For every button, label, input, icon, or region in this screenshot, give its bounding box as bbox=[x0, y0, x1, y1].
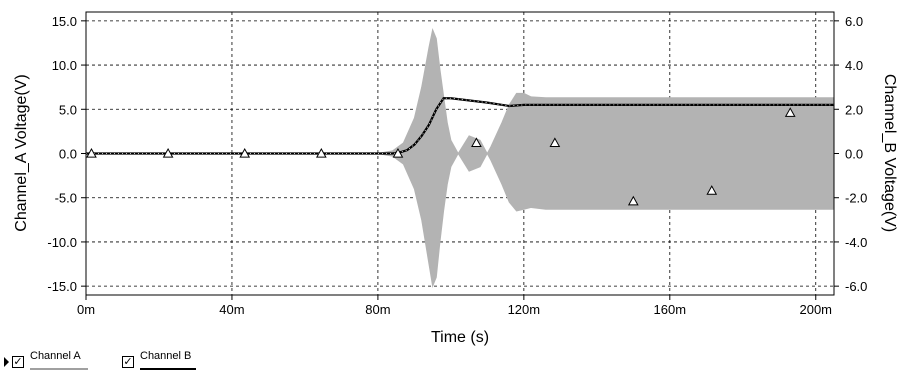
legend-label-channel-b: Channel B bbox=[140, 350, 192, 362]
channel-a-marker bbox=[549, 137, 561, 147]
y-axis-left: -15.0 -10.0 -5.0 0.0 5.0 10.0 15.0 bbox=[47, 14, 86, 294]
x-tick-label: 80m bbox=[365, 302, 390, 317]
legend: ✓ Channel A ✓ Channel B bbox=[4, 348, 304, 376]
legend-swatch-channel-a bbox=[30, 368, 88, 370]
y2-tick-label: -2.0 bbox=[845, 191, 867, 206]
y2-tick-label: 6.0 bbox=[845, 14, 863, 29]
y2-tick-label: 2.0 bbox=[845, 102, 863, 117]
legend-expand-handle[interactable] bbox=[4, 357, 9, 367]
y-tick-label: 15.0 bbox=[52, 14, 77, 29]
channel-a-marker bbox=[162, 147, 174, 158]
x-tick-label: 200m bbox=[799, 302, 832, 317]
x-axis-title: Time (s) bbox=[431, 329, 489, 346]
chart: 0m 40m 80m 120m 160m 200m -15.0 -10.0 -5.0 0.0 5.… bbox=[13, 11, 898, 346]
y2-axis-title: Channel_B Voltage(V) bbox=[881, 74, 898, 232]
x-tick-label: 160m bbox=[654, 302, 687, 317]
y2-tick-label: -6.0 bbox=[845, 279, 867, 294]
y2-tick-label: -4.0 bbox=[845, 235, 867, 250]
y2-tick-label: 4.0 bbox=[845, 58, 863, 73]
legend-checkbox-channel-a[interactable]: ✓ bbox=[12, 356, 24, 368]
y-tick-label: -15.0 bbox=[47, 279, 77, 294]
y-axis-title: Channel_A Voltage(V) bbox=[13, 74, 30, 231]
channel-a-marker bbox=[706, 185, 718, 195]
legend-label-channel-a: Channel A bbox=[30, 350, 81, 362]
channel-a-marker bbox=[239, 147, 251, 158]
y-tick-label: 0.0 bbox=[59, 147, 77, 162]
channel-a-marker bbox=[627, 195, 639, 206]
channel-a-marker bbox=[86, 147, 97, 158]
y-tick-label: -10.0 bbox=[47, 235, 77, 250]
y-tick-label: 5.0 bbox=[59, 102, 77, 117]
y2-tick-label: 0.0 bbox=[845, 147, 863, 162]
y-axis-right: -6.0 -4.0 -2.0 0.0 2.0 4.0 6.0 bbox=[834, 14, 867, 294]
series-channel-a-markers bbox=[86, 107, 796, 206]
y-tick-label: -5.0 bbox=[55, 191, 77, 206]
legend-checkbox-channel-b[interactable]: ✓ bbox=[122, 356, 134, 368]
channel-a-marker bbox=[315, 147, 327, 158]
channel-a-marker bbox=[784, 107, 796, 117]
x-tick-label: 40m bbox=[219, 302, 244, 317]
y-tick-label: 10.0 bbox=[52, 58, 77, 73]
channel-a-marker bbox=[471, 137, 482, 147]
legend-swatch-channel-b bbox=[140, 368, 196, 370]
channel-a-marker bbox=[392, 147, 404, 158]
x-tick-label: 0m bbox=[77, 302, 95, 317]
x-axis: 0m 40m 80m 120m 160m 200m bbox=[77, 295, 832, 317]
channel-b-line-dots bbox=[86, 97, 834, 154]
x-tick-label: 120m bbox=[508, 302, 541, 317]
